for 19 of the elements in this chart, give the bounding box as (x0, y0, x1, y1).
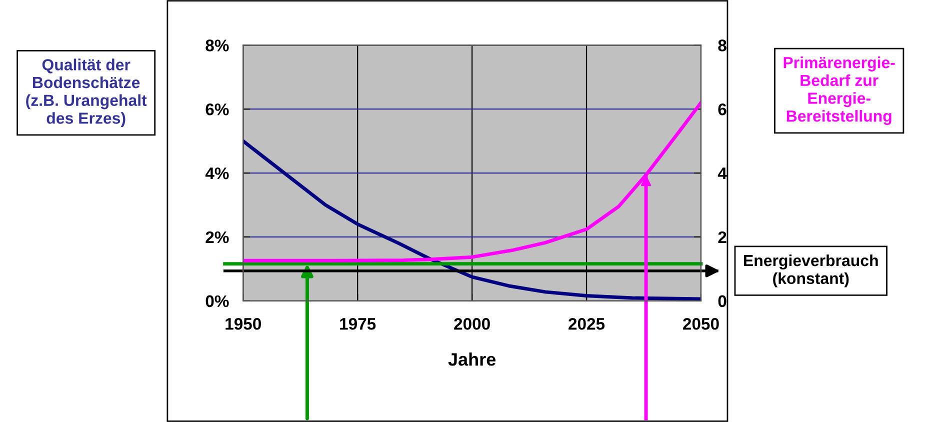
x-tick-label: 2000 (454, 318, 490, 330)
y2-tick-label: 2 (718, 231, 726, 243)
x-tick-label: 2025 (568, 318, 605, 330)
y-tick-label: 2% (206, 231, 229, 244)
y2-tick-label: 4 (718, 168, 727, 180)
y-tick-label: 0% (206, 295, 229, 308)
y2-tick-label: 0 (718, 295, 726, 308)
y-tick-label: 8% (206, 40, 229, 52)
x-axis-title: Jahre (448, 352, 496, 366)
y-tick-label: 6% (206, 103, 229, 116)
ref-line-label: Energieverbrauch (konstant) (744, 254, 878, 288)
y2-tick-label: 8 (718, 40, 726, 52)
y-axis-title: Qualität der Bodenschätze (z.B. Urangehalt des Erzes) (26, 58, 147, 127)
x-tick-label: 1975 (340, 318, 376, 330)
x-tick-label: 1950 (226, 318, 261, 330)
x-tick-label: 2050 (683, 318, 719, 330)
y2-axis-title: Primärenergie- Bedarf zur Energie- Bereitstellung (784, 56, 895, 125)
y2-tick-label: 6 (718, 103, 726, 116)
y-tick-label: 4% (205, 167, 229, 180)
